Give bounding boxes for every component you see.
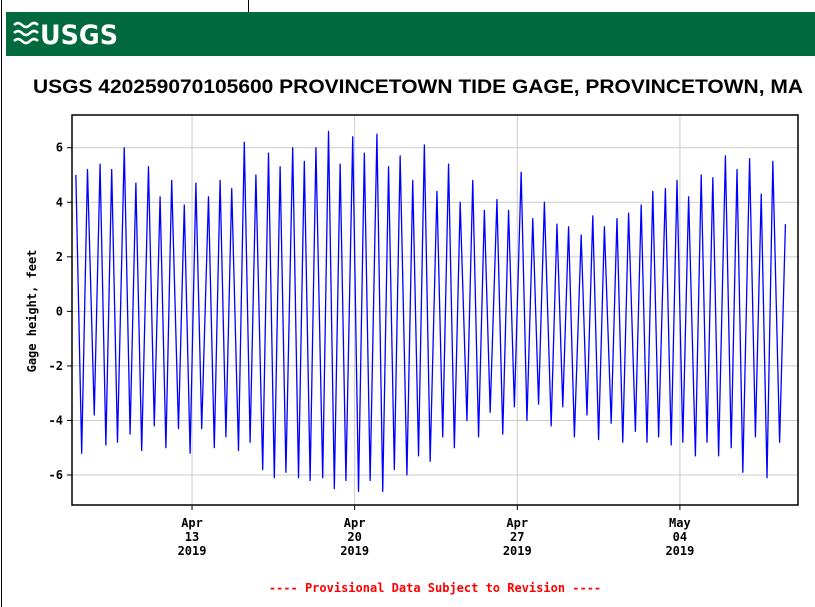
plot-frame	[71, 114, 799, 506]
logo-mark	[13, 21, 39, 45]
y-tick-label: -4	[49, 413, 63, 427]
x-tick-label: Apr 27 2019	[503, 516, 532, 558]
plot-background	[72, 115, 798, 505]
footnote: ---- Provisional Data Subject to Revisio…	[269, 581, 601, 595]
x-tick-label: Apr 13 2019	[178, 516, 207, 558]
y-tick-label: 6	[56, 141, 63, 155]
logo-text: USGS	[40, 20, 118, 51]
x-tick-label: Apr 20 2019	[340, 516, 369, 558]
y-axis-label: Gage height, feet	[25, 250, 39, 373]
header-bar	[6, 12, 815, 56]
chart-title: USGS 420259070105600 PROVINCETOWN TIDE G…	[33, 77, 803, 98]
y-tick-label: 4	[56, 195, 63, 209]
y-tick-label: -2	[49, 359, 63, 373]
y-tick-label: -6	[49, 468, 63, 482]
y-tick-label: 2	[56, 250, 63, 264]
data-line	[75, 130, 787, 493]
plot-area: -6 -4 -2 0 2 4 6 Apr 13 2019 Apr 20 2019 Apr 27 2019 May…	[49, 114, 799, 558]
x-tick-label: May 04 2019	[665, 516, 694, 558]
y-tick-label: 0	[56, 304, 63, 318]
